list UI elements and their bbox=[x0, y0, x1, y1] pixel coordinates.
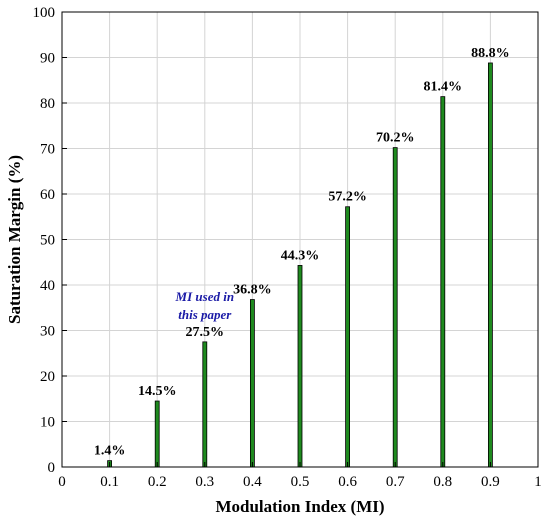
x-tick-label-10: 1 bbox=[534, 474, 542, 490]
data-label-5: 57.2% bbox=[328, 190, 367, 205]
x-tick-label-3: 0.3 bbox=[195, 474, 214, 490]
y-axis-ticks: 0 10 20 30 40 50 60 70 80 90 100 bbox=[33, 5, 67, 476]
x-tick-label-8: 0.8 bbox=[433, 474, 452, 490]
x-tick-label-1: 0.1 bbox=[100, 474, 119, 490]
x-tick-label-7: 0.7 bbox=[386, 474, 405, 490]
data-label-1: 14.5% bbox=[138, 384, 177, 399]
data-label-7: 81.4% bbox=[424, 80, 463, 95]
y-tick-label-7: 70 bbox=[40, 142, 55, 158]
y-tick-label-6: 60 bbox=[40, 187, 55, 203]
bar-7 bbox=[440, 96, 446, 468]
data-label-6: 70.2% bbox=[376, 131, 415, 146]
y-tick-label-4: 40 bbox=[40, 278, 55, 294]
x-axis-title: Modulation Index (MI) bbox=[215, 497, 384, 516]
y-tick-label-10: 100 bbox=[33, 5, 56, 21]
bar-1 bbox=[154, 400, 160, 468]
x-tick-label-0: 0 bbox=[58, 474, 66, 490]
y-tick-label-8: 80 bbox=[40, 96, 55, 112]
data-label-2: 27.5% bbox=[186, 325, 225, 340]
annotation-line-1: MI used in bbox=[175, 289, 235, 304]
x-tick-label-6: 0.6 bbox=[338, 474, 357, 490]
y-tick-label-1: 10 bbox=[40, 415, 55, 431]
bar-6 bbox=[392, 147, 398, 468]
x-tick-label-9: 0.9 bbox=[481, 474, 500, 490]
annotation-line-2: this paper bbox=[178, 307, 232, 322]
x-tick-label-2: 0.2 bbox=[148, 474, 167, 490]
bar-8 bbox=[487, 62, 493, 468]
x-axis-ticks: 0 0.1 0.2 0.3 0.4 0.5 0.6 0.7 0.8 0.9 1 bbox=[58, 462, 542, 490]
bar-4 bbox=[297, 265, 303, 468]
data-label-3: 36.8% bbox=[233, 283, 272, 298]
data-label-0: 1.4% bbox=[94, 444, 126, 459]
x-tick-label-4: 0.4 bbox=[243, 474, 262, 490]
bar-3 bbox=[249, 299, 255, 468]
bar-5 bbox=[345, 206, 351, 468]
data-label-4: 44.3% bbox=[281, 248, 320, 263]
y-tick-label-3: 30 bbox=[40, 324, 55, 340]
x-tick-label-5: 0.5 bbox=[291, 474, 310, 490]
y-tick-label-0: 0 bbox=[48, 460, 56, 476]
y-tick-label-9: 90 bbox=[40, 51, 55, 67]
y-tick-label-2: 20 bbox=[40, 369, 55, 385]
data-labels: 1.4% 14.5% 27.5% 36.8% 44.3% 57.2% 70.2% 81.4% 8… bbox=[94, 46, 510, 459]
y-axis-title: Saturation Margin (%) bbox=[5, 155, 24, 324]
bar-2 bbox=[202, 341, 208, 468]
data-label-8: 88.8% bbox=[471, 46, 510, 61]
y-tick-label-5: 50 bbox=[40, 233, 55, 249]
